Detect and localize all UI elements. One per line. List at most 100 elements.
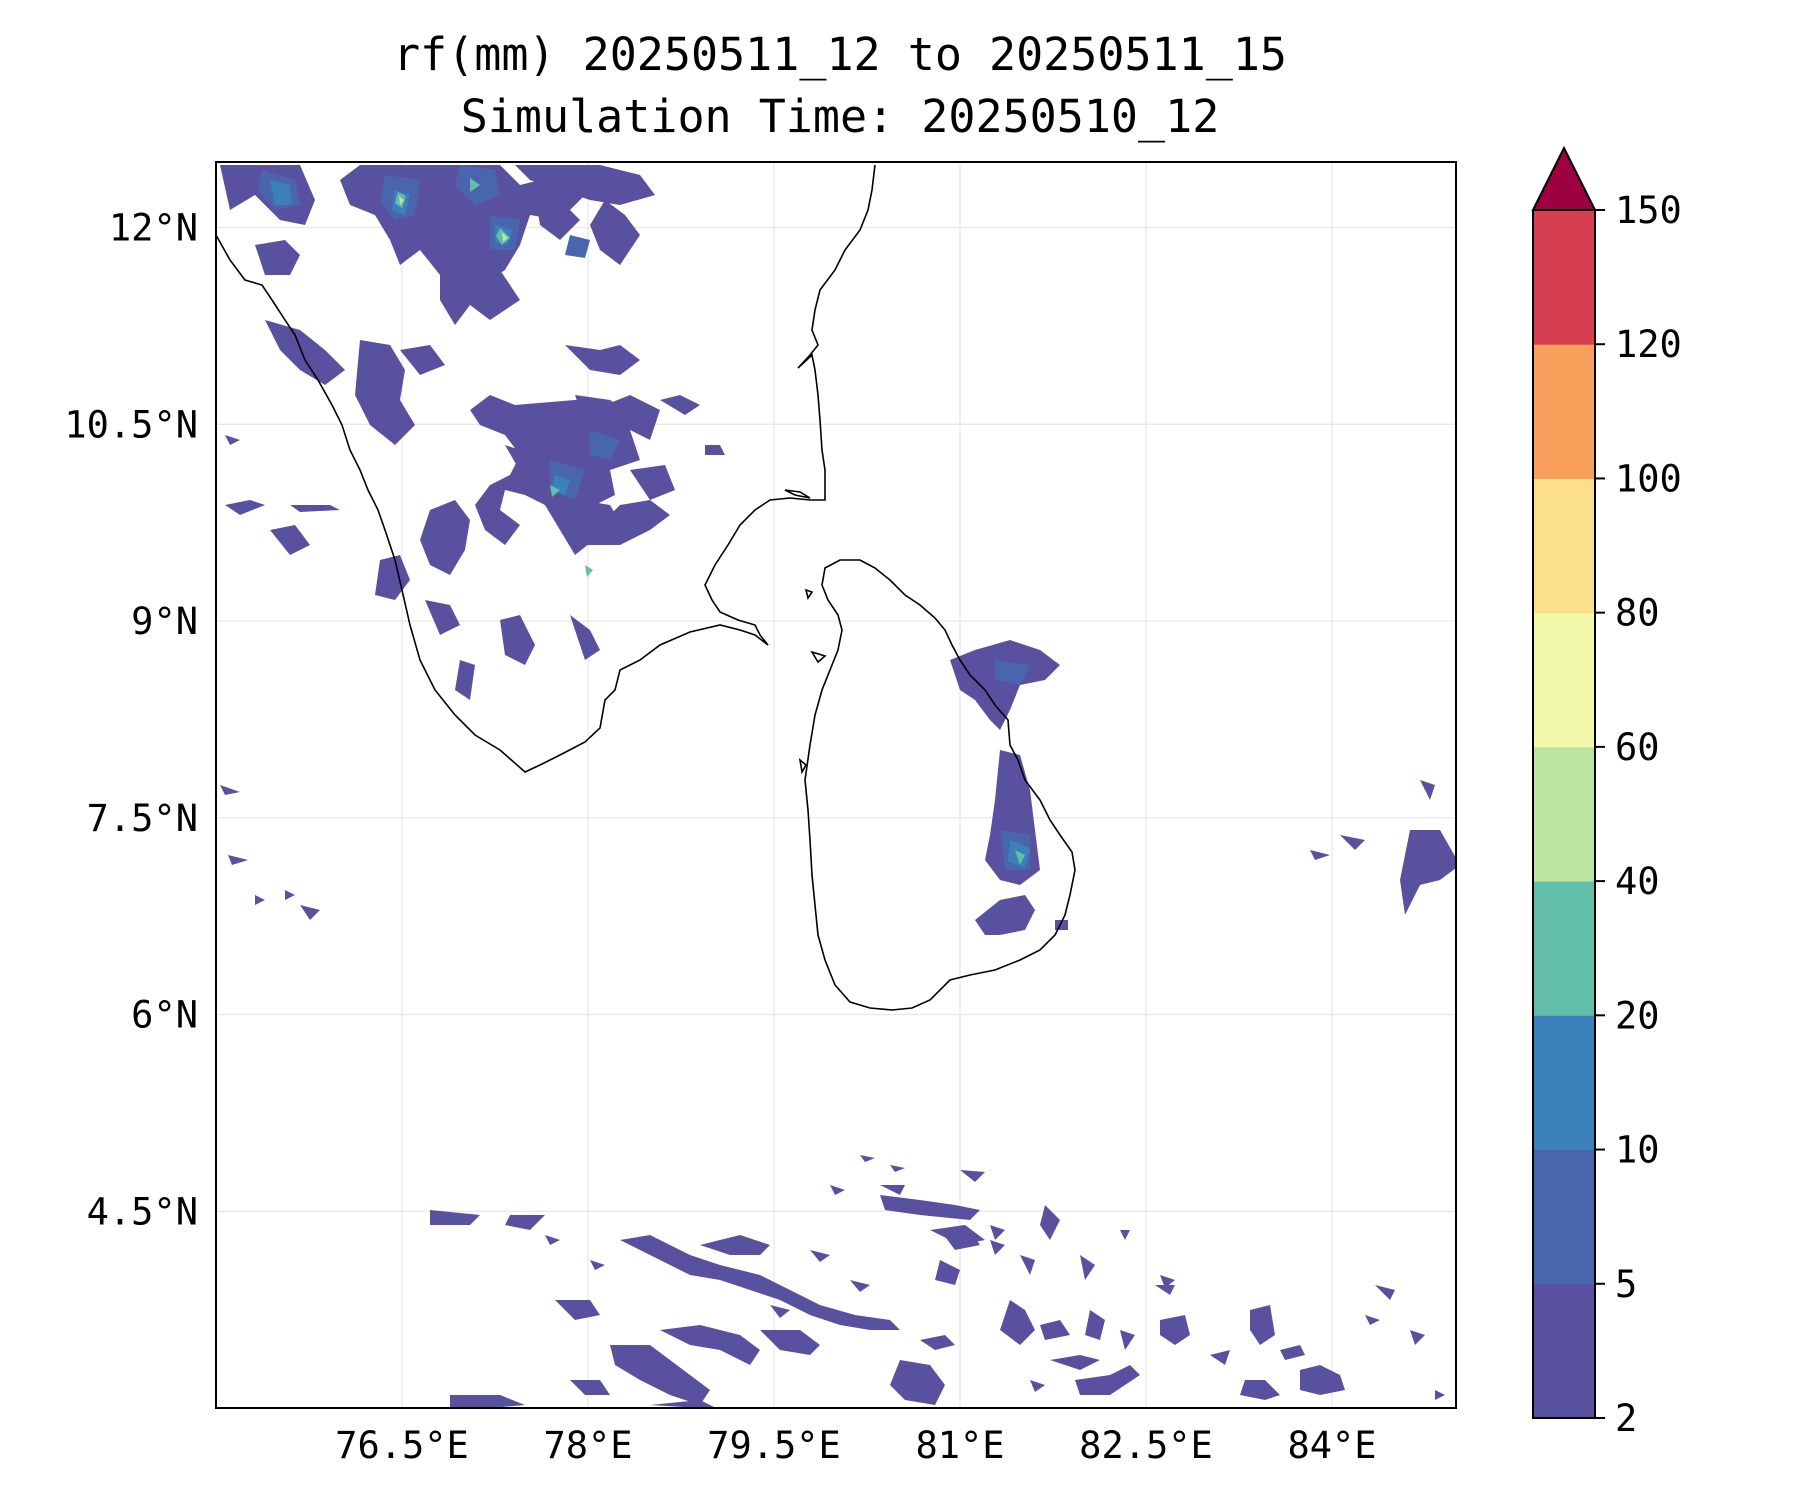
- rain-patch: [1030, 1380, 1045, 1392]
- rain-patch: [285, 890, 295, 900]
- rain-patch: [1310, 850, 1330, 860]
- rain-patch: [1375, 1285, 1395, 1300]
- rain-patch: [990, 1240, 1005, 1255]
- rain-patch: [440, 240, 520, 325]
- rain-patch: [1250, 1305, 1275, 1345]
- rain-patch: [660, 1325, 760, 1365]
- small-island: [798, 758, 808, 775]
- colorbar-tick-label: 60: [1615, 726, 1660, 769]
- rain-patch: [450, 1395, 525, 1408]
- india-coastline: [216, 164, 876, 773]
- rain-patch: [500, 615, 535, 665]
- rain-patch: [1155, 1285, 1175, 1295]
- map-frame: [215, 161, 1457, 1409]
- rain-patch: [505, 445, 545, 480]
- sri-lanka-coastline: [804, 559, 1076, 1011]
- rain-patch: [890, 1360, 945, 1405]
- rain-patch: [1080, 1255, 1095, 1280]
- rain-patch: [830, 1185, 845, 1195]
- colorbar-segment: [1533, 746, 1595, 882]
- rain-peak-max: [399, 196, 404, 205]
- rain-patch: [1340, 835, 1365, 850]
- rain-patch: [990, 1225, 1005, 1240]
- colorbar-tick-label: 120: [1615, 323, 1682, 366]
- rain-patch: [255, 895, 265, 905]
- map-subtitle: Simulation Time: 20250510_12: [460, 90, 1220, 143]
- colorbar-extend-triangle: [1531, 145, 1597, 211]
- colorbar-tick-label: 20: [1615, 994, 1660, 1037]
- rain-peak: [550, 485, 560, 497]
- rain-patch: [455, 660, 475, 700]
- rain-patch: [290, 505, 340, 512]
- rain-patch: [515, 165, 655, 205]
- rain-patch: [920, 1335, 955, 1350]
- rain-patch: [1240, 1380, 1280, 1400]
- rain-patch: [255, 240, 300, 275]
- rain-patch: [1300, 1365, 1345, 1395]
- colorbar-segment: [1533, 1283, 1595, 1419]
- colorbar-tick-label: 10: [1615, 1129, 1660, 1172]
- colorbar-segment: [1533, 210, 1595, 345]
- rain-patch: [1040, 1205, 1060, 1240]
- lon-tick-label: 78°E: [543, 1424, 632, 1467]
- rain-patch: [1435, 1390, 1445, 1400]
- rain-patch: [1365, 1315, 1380, 1325]
- rain-patch: [355, 340, 415, 445]
- rain-patch: [590, 200, 640, 265]
- colorbar-outline: [1532, 209, 1596, 1419]
- lon-tick-label: 79.5°E: [707, 1424, 841, 1467]
- rain-patch: [1420, 780, 1435, 800]
- colorbar: 2 5 10 20 40 60 80 100 120 150: [1531, 145, 1682, 1440]
- rain-patch: [425, 600, 460, 635]
- rain-peak: [470, 178, 480, 192]
- rain-patch: [300, 905, 320, 920]
- rain-patch: [1040, 1320, 1070, 1340]
- rain-patch: [505, 1215, 545, 1230]
- latitude-ticks: 12°N 10.5°N 9°N 7.5°N 6°N 4.5°N: [64, 207, 198, 1234]
- colorbar-tick-label: 40: [1615, 860, 1660, 903]
- rain-patch: [975, 895, 1035, 935]
- rain-patch: [570, 615, 600, 660]
- lon-tick-label: 76.5°E: [335, 1424, 469, 1467]
- rain-patch: [1120, 1330, 1135, 1350]
- rain-peak: [1015, 850, 1025, 865]
- rain-patch: [880, 1185, 905, 1195]
- colorbar-tick-label: 100: [1615, 457, 1682, 500]
- lat-tick-label: 10.5°N: [64, 403, 198, 446]
- coastlines: [216, 164, 1076, 1011]
- colorbar-segment: [1533, 1015, 1595, 1151]
- rain-patch: [545, 1235, 560, 1245]
- rain-core: [565, 235, 590, 258]
- rain-patch: [620, 1235, 900, 1330]
- rain-patch: [940, 1230, 980, 1250]
- small-island: [784, 489, 811, 499]
- rain-patch: [650, 1400, 716, 1408]
- rain-patch: [1050, 1355, 1100, 1370]
- rain-peak-max: [502, 232, 508, 242]
- rain-patch: [420, 500, 470, 575]
- rain-patch: [400, 345, 445, 375]
- rain-patch: [1280, 1345, 1305, 1360]
- rain-patch: [545, 410, 575, 435]
- rain-patch: [700, 1235, 770, 1255]
- rain-patch: [950, 640, 1060, 730]
- colorbar-tick-label: 150: [1615, 189, 1682, 232]
- colorbar-segment: [1533, 344, 1595, 479]
- lat-tick-label: 9°N: [131, 600, 198, 643]
- rain-core: [995, 660, 1030, 685]
- rain-patch: [760, 1330, 820, 1355]
- rain-patch: [1160, 1315, 1190, 1345]
- colorbar-segment: [1533, 1149, 1595, 1285]
- colorbar-segment: [1533, 612, 1595, 748]
- rain-patch: [1020, 1255, 1035, 1275]
- rain-patch: [960, 1170, 985, 1182]
- rain-patch: [220, 785, 240, 795]
- lat-tick-label: 6°N: [131, 994, 198, 1037]
- rain-patch: [850, 1280, 870, 1292]
- rain-patch: [1410, 1330, 1425, 1345]
- rain-patch: [265, 320, 345, 385]
- rain-patch: [860, 1155, 875, 1162]
- rain-patch: [228, 855, 248, 865]
- rain-patch: [580, 500, 670, 545]
